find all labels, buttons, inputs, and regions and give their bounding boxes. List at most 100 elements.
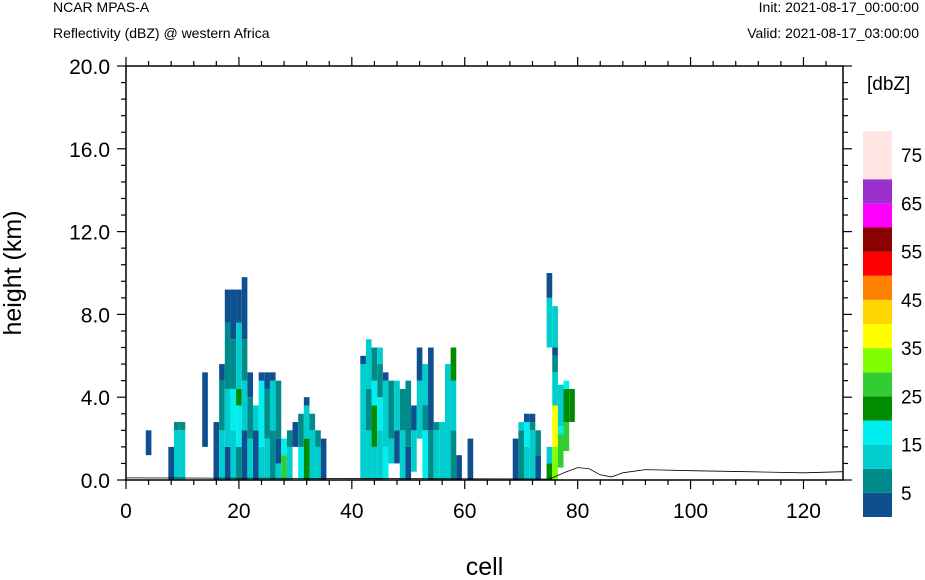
reflectivity-cell — [236, 446, 242, 480]
reflectivity-cell — [213, 446, 220, 480]
reflectivity-cell — [405, 380, 412, 447]
y-axis-title: height (km) — [0, 210, 27, 335]
reflectivity-cell — [518, 430, 525, 480]
reflectivity-cell — [535, 455, 541, 480]
colorbar-swatch — [863, 131, 892, 156]
reflectivity-cell — [563, 380, 570, 389]
colorbar-swatch — [863, 299, 892, 324]
reflectivity-cell — [444, 422, 451, 480]
reflectivity-cell — [557, 434, 564, 468]
y-tick-label: 8.0 — [81, 304, 110, 327]
reflectivity-cell — [269, 430, 276, 480]
reflectivity-cell — [230, 388, 237, 431]
reflectivity-cell — [269, 380, 276, 431]
x-tick-label: 60 — [453, 500, 476, 523]
reflectivity-cell — [569, 388, 575, 423]
reflectivity-cell — [546, 463, 553, 480]
reflectivity-cell — [224, 289, 231, 323]
reflectivity-cell — [382, 372, 389, 381]
valid-time: Valid: 2021-08-17_03:00:00 — [747, 25, 919, 41]
reflectivity-cell — [411, 405, 417, 431]
reflectivity-cell — [456, 455, 462, 480]
reflectivity-cell — [377, 397, 383, 431]
reflectivity-cell — [394, 380, 400, 431]
reflectivity-cell — [467, 438, 474, 480]
reflectivity-cell — [557, 426, 564, 435]
reflectivity-cell — [315, 430, 321, 447]
colorbar-label: 45 — [901, 291, 922, 312]
reflectivity-cell — [298, 413, 304, 447]
reflectivity-cell — [145, 430, 152, 456]
field-subtitle: Reflectivity (dBZ) @ western Africa — [53, 25, 270, 41]
reflectivity-cell — [416, 380, 423, 439]
reflectivity-cell — [224, 322, 231, 389]
reflectivity-cell — [450, 380, 457, 431]
reflectivity-cell — [524, 413, 530, 423]
reflectivity-cell — [365, 388, 372, 431]
reflectivity-cell — [309, 430, 316, 480]
colorbar-swatch — [863, 372, 892, 397]
colorbar-label: 15 — [901, 436, 922, 457]
reflectivity-cell — [546, 446, 553, 464]
reflectivity-cell — [241, 339, 248, 381]
x-tick-label: 80 — [566, 500, 589, 523]
reflectivity-cell — [258, 446, 265, 480]
reflectivity-cell — [382, 380, 389, 447]
colorbar-unit: [dbZ] — [867, 74, 910, 95]
reflectivity-cell — [399, 388, 406, 431]
reflectivity-cell — [292, 422, 299, 447]
init-time: Init: 2021-08-17_00:00:00 — [758, 0, 919, 15]
x-axis-title: cell — [466, 553, 504, 580]
y-tick-label: 12.0 — [69, 222, 110, 245]
reflectivity-cell — [512, 438, 519, 480]
reflectivity-cell — [219, 364, 225, 381]
reflectivity-cell — [275, 380, 282, 439]
colorbar-swatch — [863, 227, 892, 252]
reflectivity-cell — [439, 422, 445, 480]
reflectivity-cell — [535, 430, 541, 456]
reflectivity-cell — [264, 388, 270, 439]
reflectivity-cell — [552, 355, 558, 373]
reflectivity-cell — [258, 372, 265, 381]
reflectivity-cell — [303, 405, 310, 439]
reflectivity-cell — [360, 364, 366, 431]
colorbar-label: 65 — [901, 194, 922, 215]
x-tick-label: 40 — [340, 500, 363, 523]
reflectivity-cell — [433, 422, 440, 431]
reflectivity-cell — [365, 339, 372, 389]
reflectivity-cell — [247, 397, 254, 439]
reflectivity-cell — [552, 405, 558, 447]
reflectivity-cell — [371, 347, 378, 381]
reflectivity-cell — [365, 430, 372, 480]
reflectivity-cell — [382, 446, 389, 480]
reflectivity-cell — [552, 306, 558, 348]
reflectivity-cell — [388, 380, 395, 439]
y-tick-label: 4.0 — [81, 387, 110, 410]
reflectivity-cell — [173, 422, 180, 431]
reflectivity-cell — [303, 438, 310, 480]
reflectivity-cell — [552, 347, 558, 356]
reflectivity-cell — [179, 422, 186, 431]
reflectivity-cell — [422, 364, 429, 406]
reflectivity-cell — [371, 405, 378, 447]
reflectivity-cell — [298, 446, 304, 480]
x-tick-label: 120 — [786, 500, 821, 523]
reflectivity-cell — [444, 364, 451, 423]
reflectivity-cell — [241, 430, 248, 480]
colorbar-swatch — [863, 420, 892, 445]
reflectivity-cell — [416, 347, 423, 381]
colorbar-swatch — [863, 179, 892, 204]
reflectivity-cell — [360, 430, 366, 480]
reflectivity-cell — [224, 446, 231, 480]
reflectivity-cell — [388, 438, 395, 464]
reflectivity-cell — [303, 397, 310, 406]
y-tick-label: 0.0 — [81, 470, 110, 493]
reflectivity-cell — [428, 430, 434, 480]
reflectivity-cell — [219, 380, 225, 431]
reflectivity-cell — [552, 372, 558, 406]
reflectivity-cell — [236, 388, 242, 406]
reflectivity-cell — [247, 438, 254, 480]
colorbar-swatch — [863, 203, 892, 228]
reflectivity-cell — [253, 405, 259, 431]
